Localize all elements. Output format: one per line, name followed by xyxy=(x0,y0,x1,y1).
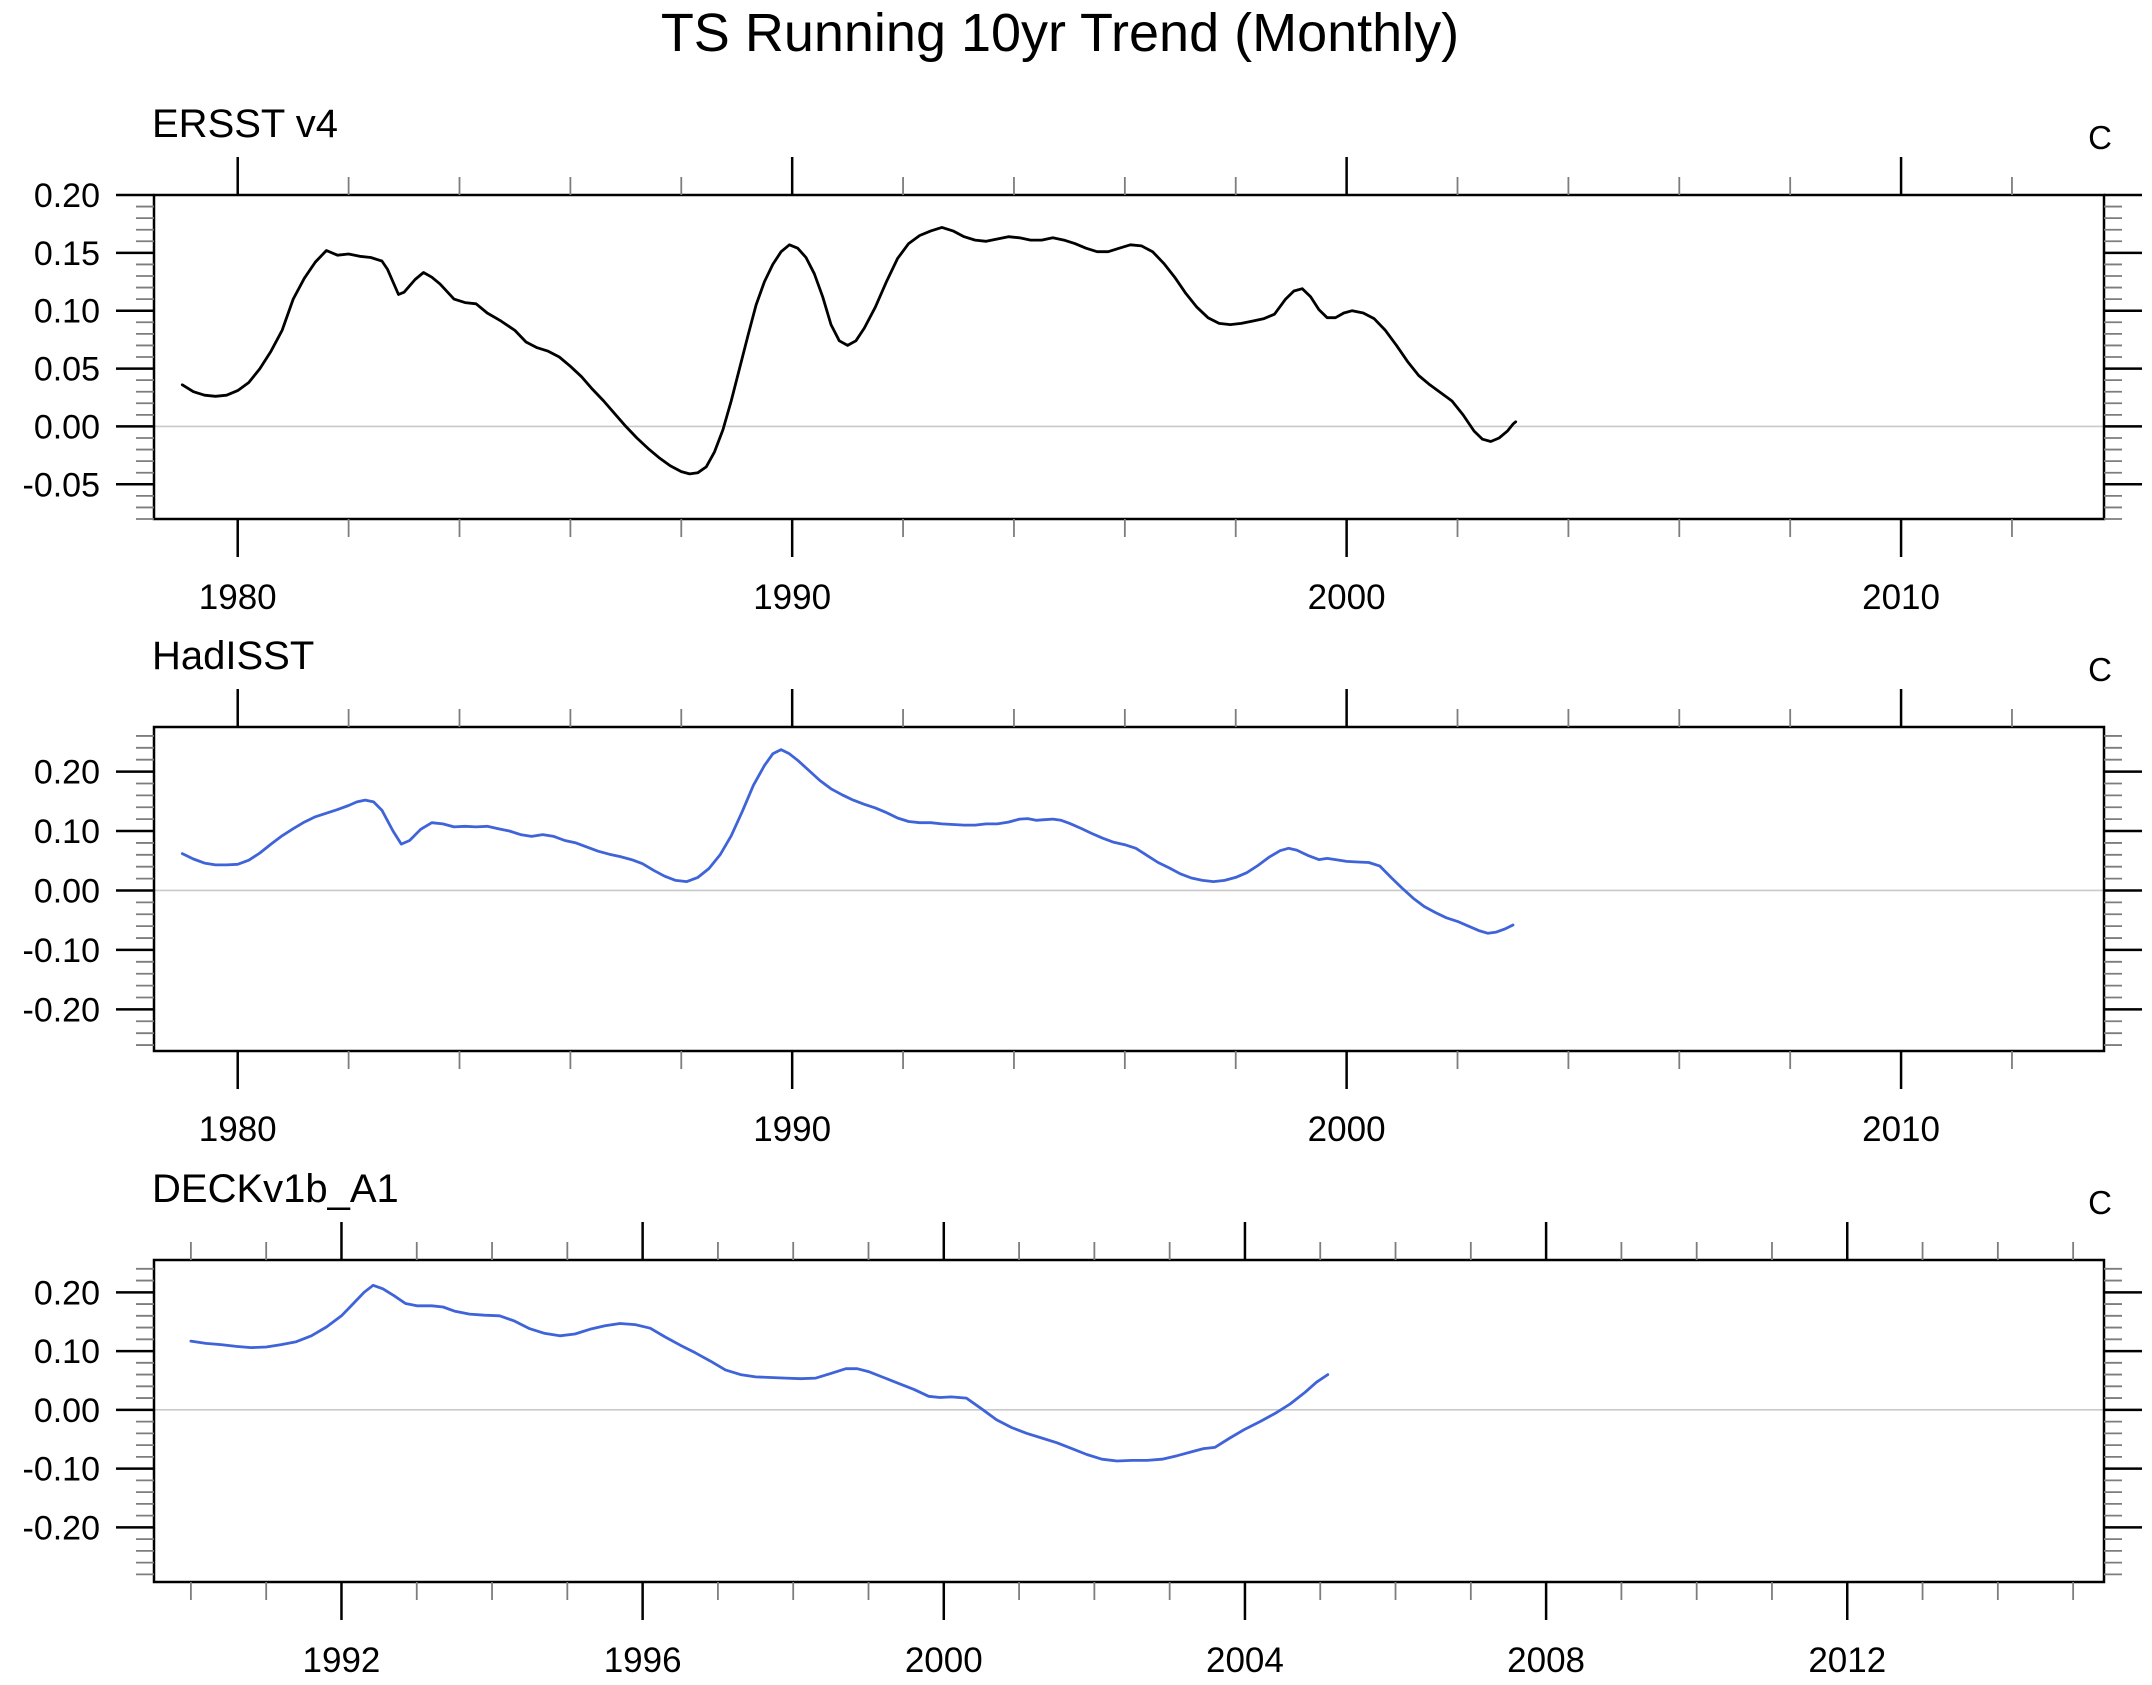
y-tick-label: 0.10 xyxy=(34,293,100,331)
x-tick-label: 2012 xyxy=(1808,1641,1886,1680)
y-tick-label: -0.20 xyxy=(23,1509,101,1547)
y-tick-label: -0.10 xyxy=(23,1451,101,1489)
x-tick-label: 1996 xyxy=(604,1641,682,1680)
x-tick-label: 2008 xyxy=(1507,1641,1585,1680)
x-tick-label: 1980 xyxy=(199,1110,277,1149)
series-line-deckv1b-a1 xyxy=(189,1283,1330,1463)
x-tick-label: 1990 xyxy=(753,578,831,617)
series-line-ersst-v4 xyxy=(180,226,1518,476)
main-title: TS Running 10yr Trend (Monthly) xyxy=(660,3,1460,63)
y-tick-label: -0.05 xyxy=(23,466,101,504)
x-tick-label: 2010 xyxy=(1862,578,1940,617)
y-tick-label: 0.10 xyxy=(34,813,100,851)
unit-label: C xyxy=(2088,1184,2112,1221)
x-tick-label: 2000 xyxy=(1308,578,1386,617)
y-tick-label: 0.20 xyxy=(34,177,100,215)
y-tick-label: -0.20 xyxy=(23,991,101,1029)
plot-frame xyxy=(152,193,2106,521)
x-tick-label: 2004 xyxy=(1206,1641,1284,1680)
x-tick-label: 2010 xyxy=(1862,1110,1940,1149)
x-tick-label: 1980 xyxy=(199,578,277,617)
x-tick-label: 2000 xyxy=(1308,1110,1386,1149)
y-tick-label: 0.05 xyxy=(34,351,100,389)
y-tick-label: 0.00 xyxy=(34,872,100,910)
unit-label: C xyxy=(2088,651,2112,688)
panel-title: DECKv1b_A1 xyxy=(152,1167,399,1211)
panel-deckv1b-a1: 0.20 0.10 0.00 -0.10 -0.20 1992 1996 2000 2004 20… xyxy=(23,1167,2142,1680)
y-tick-label: 0.20 xyxy=(34,1274,100,1312)
x-tick-label: 1990 xyxy=(753,1110,831,1149)
y-tick-label: 0.10 xyxy=(34,1333,100,1371)
y-tick-label: -0.10 xyxy=(23,932,101,970)
y-tick-label: 0.00 xyxy=(34,1392,100,1430)
y-tick-label: 0.00 xyxy=(34,408,100,446)
plot-frame xyxy=(152,725,2106,1053)
x-tick-label: 1992 xyxy=(303,1641,381,1680)
unit-label: C xyxy=(2088,119,2112,156)
y-tick-label: 0.20 xyxy=(34,754,100,792)
x-tick-label: 2000 xyxy=(905,1641,983,1680)
panel-hadisst: 0.20 0.10 0.00 -0.10 -0.20 1980 1990 2000 2010 Ha… xyxy=(23,634,2142,1149)
panel-ersst-v4: 0.20 0.15 0.10 0.05 0.00 -0.05 1980 1990 2000 201… xyxy=(23,102,2142,617)
panel-title: HadISST xyxy=(152,634,314,678)
y-tick-label: 0.15 xyxy=(34,235,100,273)
series-line-hadisst xyxy=(180,748,1515,935)
panel-title: ERSST v4 xyxy=(152,102,338,146)
